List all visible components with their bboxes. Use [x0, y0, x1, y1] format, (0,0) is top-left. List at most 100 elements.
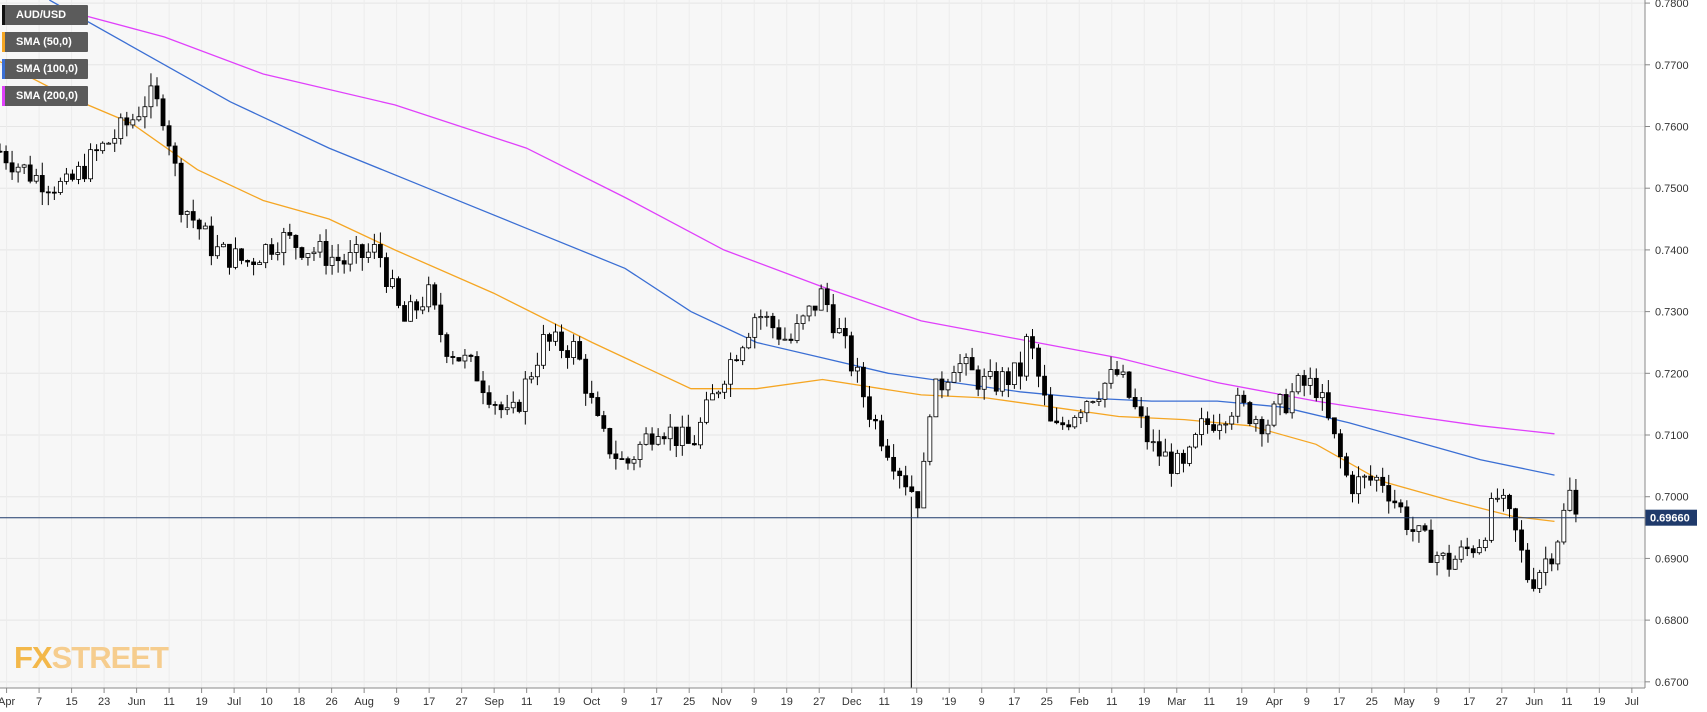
candle-up	[921, 460, 927, 509]
candle-down	[1132, 397, 1138, 408]
logo-street: STREET	[51, 640, 169, 675]
candle-down	[649, 433, 655, 445]
x-tick-label: Aug	[354, 696, 374, 708]
candle-down	[160, 98, 166, 127]
candle-down	[474, 356, 480, 382]
candle-down	[1380, 476, 1386, 486]
candle-up	[1217, 424, 1223, 431]
candle-up	[945, 381, 951, 391]
candle-up	[1162, 451, 1168, 457]
x-tick-label: 25	[683, 696, 695, 708]
candle-up	[1289, 391, 1295, 414]
candle-down	[94, 149, 100, 152]
candle-up	[233, 248, 238, 268]
candle-up	[981, 375, 987, 390]
candle-down	[867, 396, 872, 420]
candle-down	[577, 341, 583, 360]
x-tick-label: 26	[326, 696, 338, 708]
legend-item-sma50[interactable]: SMA (50,0)	[2, 32, 88, 52]
candle-down	[178, 162, 184, 215]
x-tick-label: Jun	[128, 696, 146, 708]
candle-up	[1319, 392, 1325, 399]
y-axis: 0.7800 0.7700 0.7600 0.7500 0.7400 0.7300 0.72…	[1644, 0, 1689, 689]
x-tick-label: 19	[781, 696, 793, 708]
candle-up	[655, 436, 661, 445]
candle-down	[166, 125, 172, 147]
candle-down	[1181, 452, 1186, 464]
candle-down	[450, 356, 456, 358]
candle-up	[1434, 555, 1440, 563]
candle-up	[854, 366, 860, 372]
x-tick-label: 9	[979, 696, 985, 708]
candle-up	[257, 262, 263, 265]
candle-down	[1331, 417, 1337, 435]
candle-up	[1120, 371, 1126, 375]
candle-down	[335, 256, 341, 262]
candle-down	[1513, 508, 1518, 531]
candle-up	[637, 443, 643, 460]
x-tick-label: 25	[1366, 696, 1378, 708]
candle-down	[909, 486, 915, 492]
candle-down	[613, 453, 619, 459]
x-tick-label: Apr	[0, 696, 15, 708]
candle-down	[891, 456, 897, 472]
candle-up	[1187, 446, 1192, 464]
legend-item-price[interactable]: AUD/USD	[2, 5, 88, 25]
legend-label-price: AUD/USD	[16, 9, 67, 21]
x-tick-label: 19	[1138, 696, 1150, 708]
x-tick-label: May	[1394, 696, 1415, 708]
candle-up	[679, 426, 685, 447]
candle-down	[619, 458, 625, 460]
candle-up	[214, 246, 220, 257]
sma-line-2	[49, 5, 1555, 435]
x-tick-label: 19	[553, 696, 565, 708]
candle-up	[15, 166, 21, 173]
x-tick-label: 18	[293, 696, 305, 708]
candle-down	[172, 145, 178, 164]
candle-up	[76, 165, 81, 180]
candle-down	[1344, 456, 1349, 476]
legend-item-sma200[interactable]: SMA (200,0)	[2, 86, 88, 106]
candle-up	[221, 243, 226, 248]
candle-down	[969, 357, 975, 371]
candle-down	[770, 315, 776, 329]
candle-down	[1259, 419, 1265, 435]
legend-item-sma100[interactable]: SMA (100,0)	[2, 59, 88, 79]
candle-up	[534, 364, 540, 378]
candle-up	[1356, 476, 1361, 495]
candle-up	[408, 301, 413, 322]
candle-up	[1561, 509, 1567, 543]
candle-up	[1229, 415, 1235, 425]
candle-up	[1024, 336, 1029, 377]
legend-swatch-price	[2, 5, 5, 25]
candle-down	[323, 241, 329, 266]
candle-up	[1265, 424, 1271, 435]
candle-up	[764, 315, 770, 318]
candle-up	[800, 315, 806, 324]
x-axis: Apr 7 15 23 Jun 11 19 Jul 10 18 26 Aug 9 17 27 Sep 11 19 O…	[0, 687, 1645, 708]
candle-down	[547, 334, 552, 342]
candle-down	[190, 211, 196, 221]
candle-up	[571, 341, 577, 358]
candle-down	[1054, 420, 1060, 424]
x-tick-label: 7	[36, 696, 42, 708]
candle-down	[559, 331, 564, 351]
y-tick-label: 0.6700	[1655, 677, 1689, 689]
candle-up	[347, 252, 353, 265]
candle-down	[1301, 375, 1307, 386]
candle-up	[1501, 494, 1506, 499]
y-tick-label: 0.7500	[1655, 183, 1689, 195]
candle-up	[933, 378, 939, 418]
x-tick-label: Oct	[583, 696, 600, 708]
candle-up	[1537, 572, 1543, 589]
y-tick-label: 0.7300	[1655, 307, 1689, 319]
candle-down	[0, 150, 3, 153]
candle-down	[788, 338, 794, 341]
x-tick-label: Feb	[1070, 696, 1089, 708]
candle-up	[510, 401, 516, 409]
candle-up	[698, 421, 703, 446]
candle-down	[1030, 336, 1035, 349]
legend-swatch-sma200	[2, 86, 5, 106]
candle-down	[1470, 548, 1476, 554]
